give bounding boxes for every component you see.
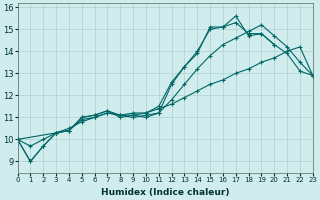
X-axis label: Humidex (Indice chaleur): Humidex (Indice chaleur) <box>101 188 229 197</box>
